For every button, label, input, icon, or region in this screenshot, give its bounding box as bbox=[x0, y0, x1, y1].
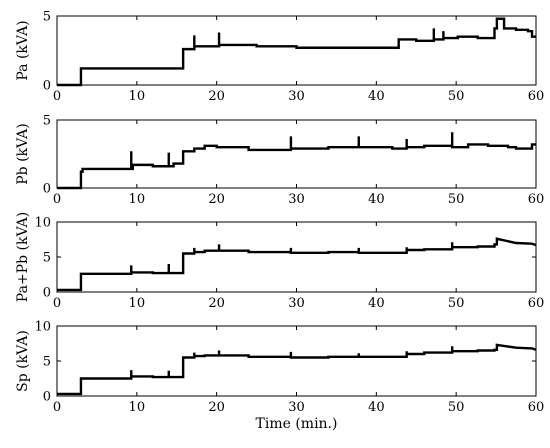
x-tick-label: 50 bbox=[448, 296, 465, 311]
y-axis-label: Sp (kVA) bbox=[15, 330, 31, 392]
y-axis-label: Pb (kVA) bbox=[15, 123, 31, 185]
x-tick-label: 30 bbox=[288, 296, 305, 311]
plot-frame bbox=[56, 221, 537, 293]
x-tick-label: 60 bbox=[528, 192, 545, 207]
series-line-1 bbox=[57, 343, 537, 396]
x-tick-label: 20 bbox=[208, 296, 225, 311]
x-tick-label: 40 bbox=[368, 192, 385, 207]
x-tick-label: 20 bbox=[208, 400, 225, 415]
chart-panel-1: 0 10 20 30 40 50 60 0 5 Pa (kVA) bbox=[15, 10, 544, 105]
x-tick-label: 50 bbox=[448, 89, 465, 104]
x-tick-label: 60 bbox=[528, 400, 545, 415]
series-line-1 bbox=[57, 237, 537, 292]
y-tick-label: 10 bbox=[34, 320, 51, 335]
series-line-1 bbox=[57, 17, 536, 87]
series-line-1 bbox=[57, 132, 536, 190]
x-tick-label: 60 bbox=[528, 296, 545, 311]
x-tick-label: 50 bbox=[448, 400, 465, 415]
y-tick-label: 0 bbox=[43, 79, 51, 94]
y-tick-label: 0 bbox=[43, 182, 51, 197]
chart-panel-2: 0 10 20 30 40 50 60 0 5 Pb (kVA) bbox=[15, 114, 544, 208]
x-tick-label: 10 bbox=[129, 296, 146, 311]
x-tick-label: 30 bbox=[288, 89, 305, 104]
y-axis-label: Pa (kVA) bbox=[15, 20, 31, 80]
y-tick-label: 0 bbox=[43, 390, 51, 405]
x-tick-label: 10 bbox=[129, 89, 146, 104]
y-tick-label: 5 bbox=[43, 251, 51, 266]
x-axis-label: Time (min.) bbox=[256, 416, 338, 432]
plot-frame bbox=[56, 119, 537, 189]
x-tick-label: 60 bbox=[528, 89, 545, 104]
x-tick-label: 20 bbox=[208, 89, 225, 104]
y-tick-label: 5 bbox=[43, 10, 51, 25]
plot-frame bbox=[56, 15, 537, 86]
x-tick-label: 40 bbox=[368, 89, 385, 104]
y-tick-label: 10 bbox=[34, 216, 51, 231]
y-axis-label: Pa+Pb (kVA) bbox=[15, 212, 31, 302]
x-tick-label: 20 bbox=[208, 192, 225, 207]
y-tick-label: 5 bbox=[43, 355, 51, 370]
x-tick-label: 50 bbox=[448, 192, 465, 207]
x-tick-label: 10 bbox=[129, 400, 146, 415]
y-tick-label: 5 bbox=[43, 114, 51, 129]
plot-frame bbox=[56, 325, 537, 397]
x-tick-label: 0 bbox=[53, 89, 61, 104]
x-tick-label: 30 bbox=[288, 192, 305, 207]
x-tick-label: 40 bbox=[368, 296, 385, 311]
x-tick-label: 0 bbox=[53, 296, 61, 311]
x-tick-label: 0 bbox=[53, 192, 61, 207]
x-tick-label: 40 bbox=[368, 400, 385, 415]
x-tick-label: 30 bbox=[288, 400, 305, 415]
x-tick-label: 10 bbox=[129, 192, 146, 207]
x-tick-label: 0 bbox=[53, 400, 61, 415]
y-tick-label: 0 bbox=[43, 286, 51, 301]
